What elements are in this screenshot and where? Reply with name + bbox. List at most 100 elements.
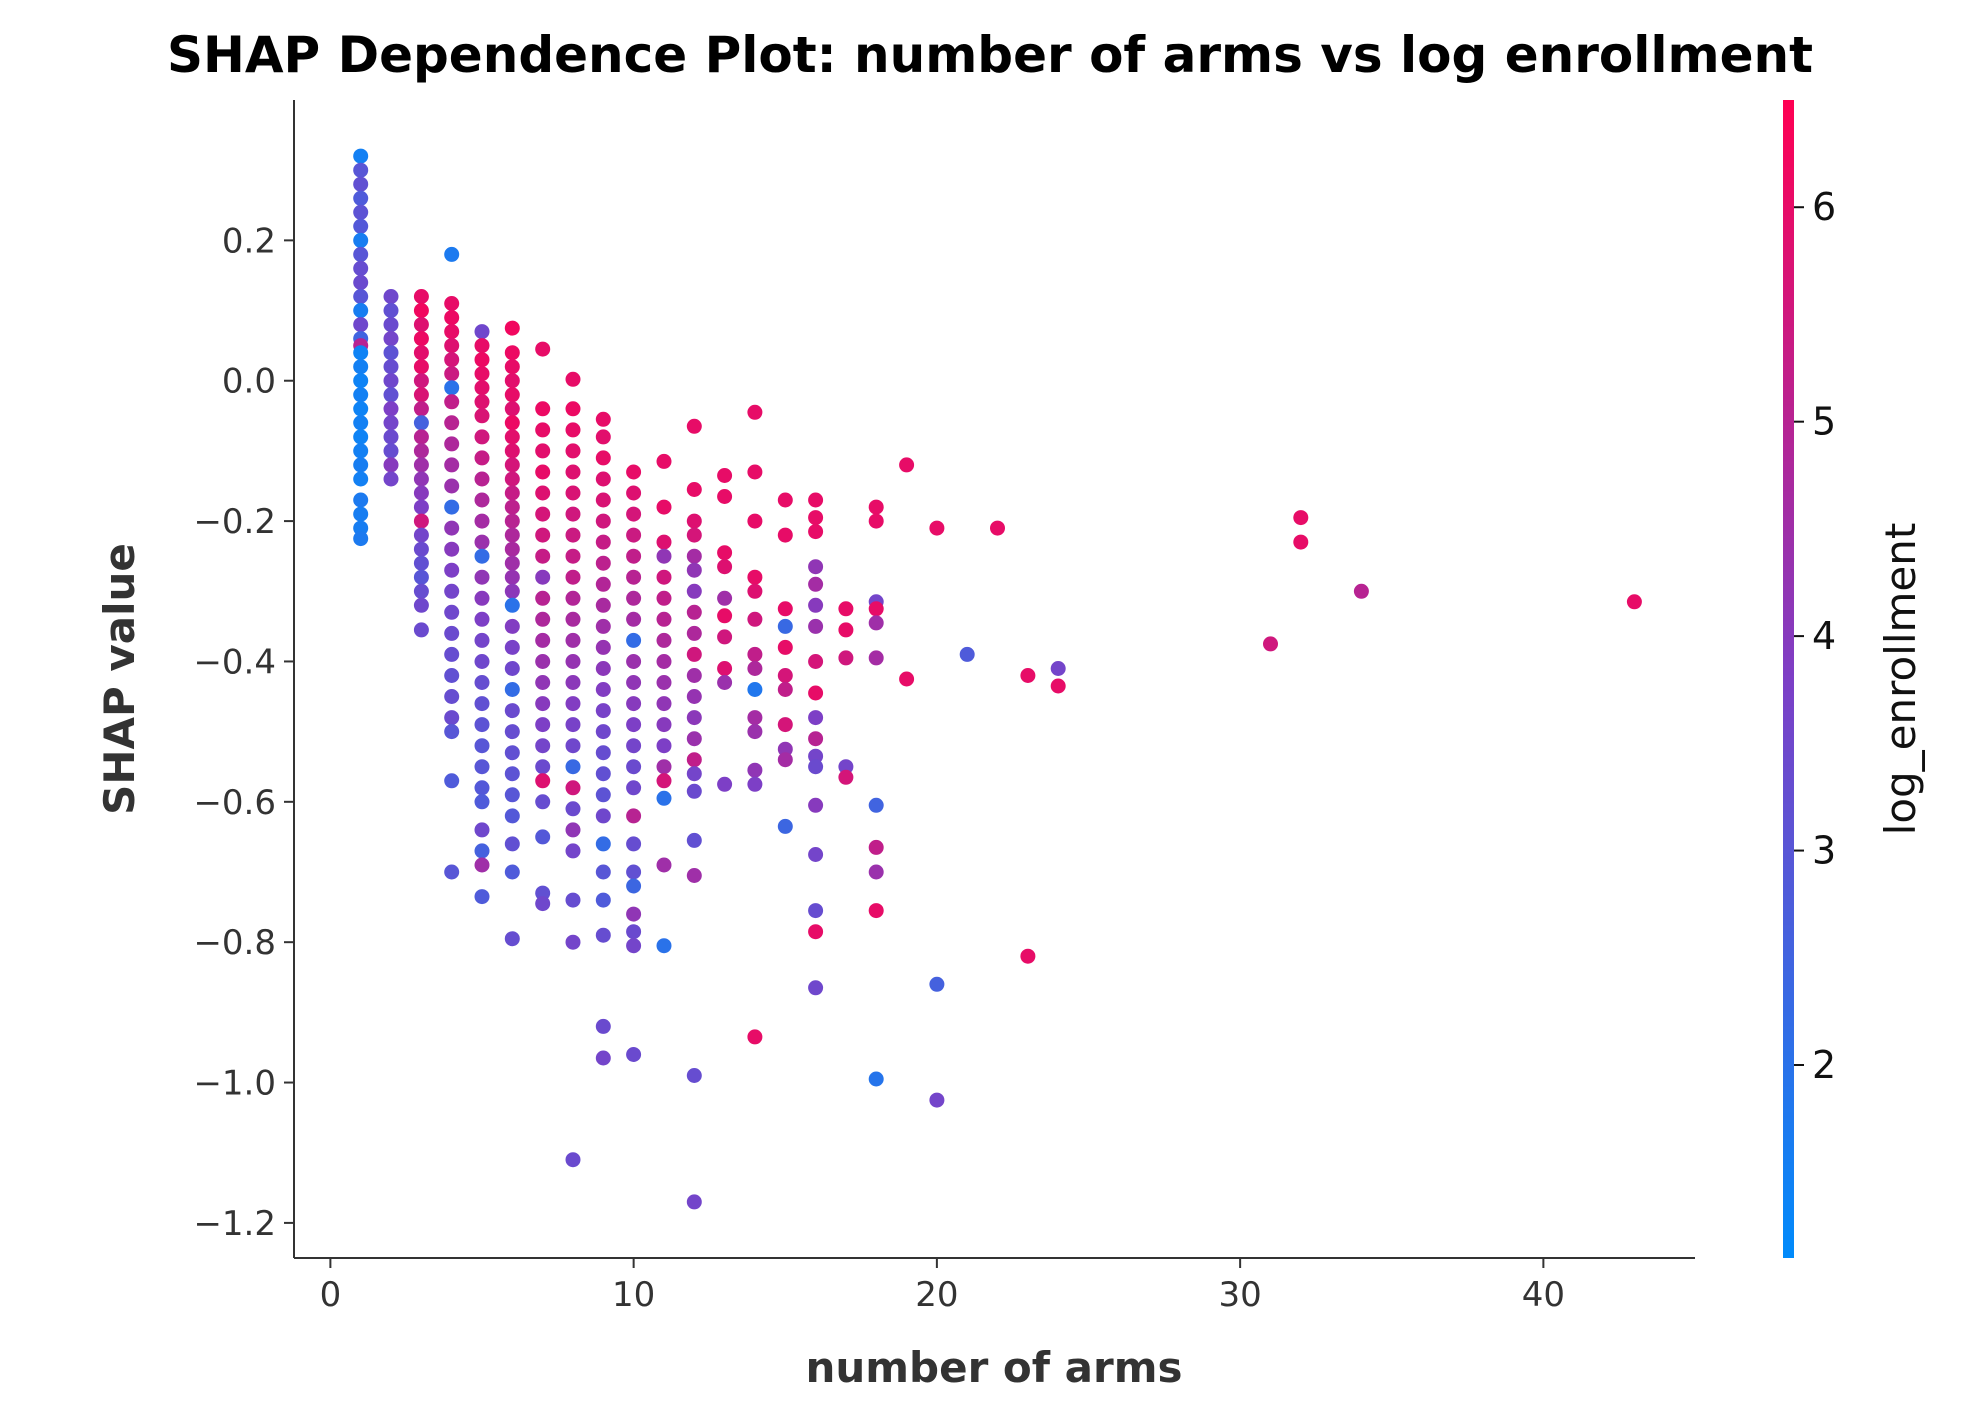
scatter-point	[535, 527, 551, 543]
scatter-point	[868, 1071, 884, 1087]
scatter-point	[535, 794, 551, 810]
scatter-point	[777, 618, 793, 634]
scatter-point	[626, 632, 642, 648]
colorbar-label: log_enrollment	[1876, 523, 1925, 836]
scatter-point	[353, 317, 369, 333]
scatter-point	[808, 797, 824, 813]
scatter-point	[565, 371, 581, 387]
scatter-point	[444, 520, 460, 536]
scatter-point	[595, 864, 611, 880]
scatter-point	[353, 148, 369, 164]
scatter-point	[717, 661, 733, 676]
scatter-point	[686, 548, 702, 564]
scatter-point	[838, 769, 854, 785]
scatter-point	[747, 404, 763, 420]
colorbar: 2 3 4 5 6	[1783, 100, 1836, 1258]
scatter-point	[595, 555, 611, 571]
scatter-point	[504, 513, 520, 529]
scatter-point	[535, 675, 551, 690]
x-axis-label: number of arms	[805, 1343, 1182, 1392]
scatter-point	[626, 590, 642, 606]
scatter-point	[535, 485, 551, 501]
scatter-point	[444, 646, 460, 662]
scatter-point	[474, 794, 490, 810]
y-tick-label: 0.0	[222, 362, 276, 402]
scatter-point	[383, 331, 399, 347]
scatter-point	[686, 646, 702, 662]
scatter-point	[808, 710, 824, 726]
chart-title: SHAP Dependence Plot: number of arms vs …	[167, 26, 1813, 84]
scatter-point	[595, 618, 611, 634]
scatter-point	[565, 801, 581, 817]
scatter-point	[565, 590, 581, 606]
scatter-point	[868, 839, 884, 855]
scatter-point	[868, 601, 884, 617]
scatter-point	[504, 808, 520, 824]
scatter-point	[656, 569, 672, 585]
scatter-point	[474, 759, 490, 775]
scatter-point	[838, 601, 854, 617]
scatter-point	[565, 1152, 581, 1168]
scatter-point	[626, 506, 642, 522]
scatter-point	[444, 710, 460, 726]
scatter-point	[595, 836, 611, 852]
scatter-point	[808, 847, 824, 862]
scatter-point	[504, 555, 520, 571]
scatter-point	[535, 696, 551, 712]
scatter-point	[444, 689, 460, 704]
scatter-point	[504, 639, 520, 655]
scatter-point	[565, 759, 581, 775]
scatter-point	[808, 510, 824, 526]
scatter-point	[656, 453, 672, 469]
scatter-point	[504, 864, 520, 880]
scatter-point	[565, 654, 581, 669]
scatter-point	[626, 864, 642, 880]
y-tick-label: −0.8	[193, 923, 276, 963]
scatter-point	[353, 492, 369, 508]
scatter-point	[535, 443, 551, 459]
scatter-point	[504, 745, 520, 761]
scatter-point	[504, 836, 520, 852]
scatter-point	[1293, 510, 1309, 526]
scatter-point	[504, 597, 520, 613]
scatter-points	[353, 148, 1642, 1210]
scatter-point	[656, 717, 672, 733]
scatter-point	[504, 527, 520, 543]
scatter-point	[595, 892, 611, 908]
scatter-point	[1020, 668, 1036, 683]
scatter-point	[717, 629, 733, 645]
scatter-point	[626, 611, 642, 627]
scatter-point	[353, 190, 369, 206]
scatter-point	[565, 892, 581, 908]
scatter-point	[747, 464, 763, 480]
scatter-point	[444, 310, 460, 326]
scatter-point	[474, 324, 490, 340]
scatter-point	[474, 471, 490, 487]
scatter-point	[413, 289, 429, 304]
scatter-point	[353, 401, 369, 417]
y-tick-label: −0.2	[193, 502, 276, 542]
scatter-point	[444, 625, 460, 641]
scatter-point	[444, 415, 460, 431]
scatter-point	[383, 373, 399, 389]
scatter-point	[717, 590, 733, 606]
scatter-point	[838, 650, 854, 666]
scatter-point	[474, 889, 490, 905]
scatter-point	[868, 650, 884, 666]
scatter-point	[565, 611, 581, 627]
scatter-point	[626, 938, 642, 954]
scatter-point	[413, 555, 429, 571]
scatter-point	[504, 457, 520, 473]
scatter-point	[717, 559, 733, 575]
scatter-point	[777, 741, 793, 757]
scatter-point	[444, 380, 460, 396]
scatter-point	[656, 675, 672, 690]
scatter-point	[565, 401, 581, 417]
scatter-point	[504, 429, 520, 445]
scatter-point	[504, 583, 520, 599]
scatter-point	[474, 492, 490, 508]
scatter-point	[777, 818, 793, 834]
y-tick-label: −1.2	[193, 1204, 276, 1244]
scatter-point	[413, 331, 429, 347]
scatter-point	[595, 787, 611, 803]
